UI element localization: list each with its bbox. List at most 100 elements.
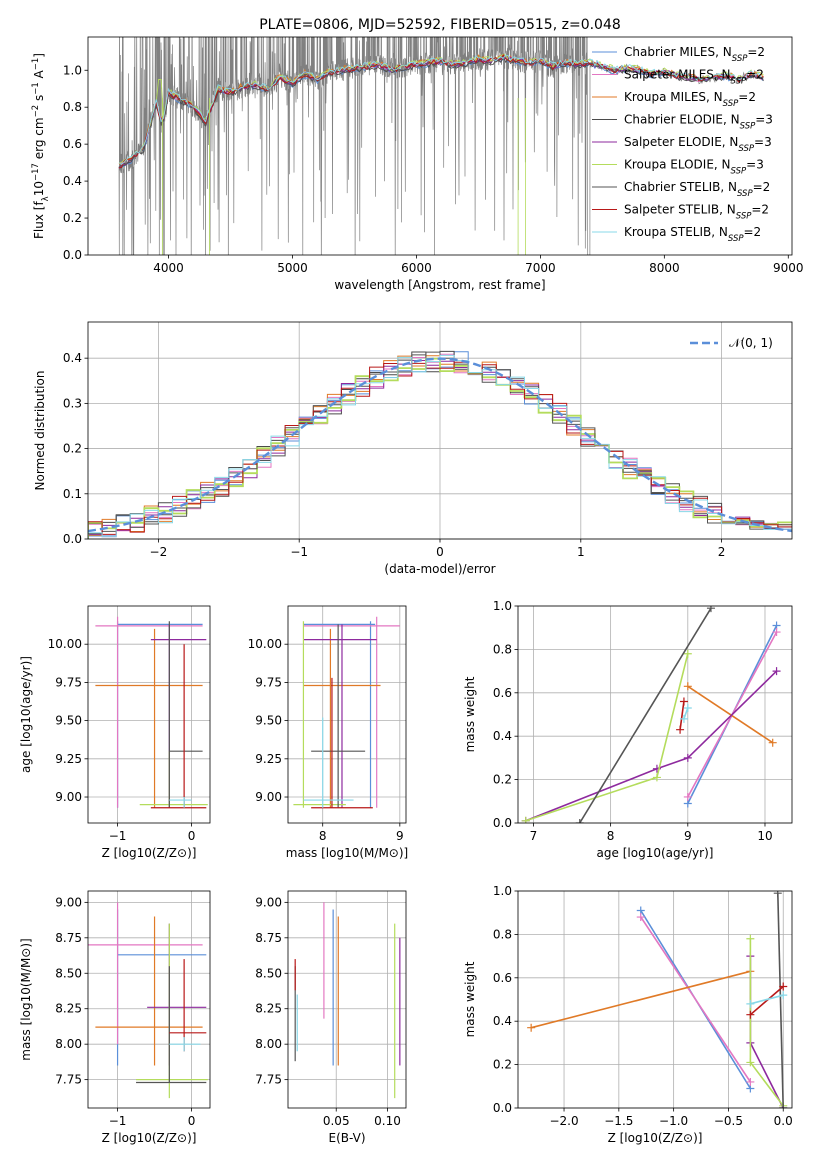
weight-line xyxy=(683,707,689,720)
x-tick-label: 0.0 xyxy=(774,1114,793,1128)
y-axis-label: mass [log10(M/M⊙)] xyxy=(19,938,33,1060)
axes-border xyxy=(87,36,793,256)
x-axis-label: Z [log10(Z/Z⊙)] xyxy=(608,1131,703,1145)
weight-line xyxy=(640,916,752,1083)
y-tick-label: 0.4 xyxy=(63,174,82,188)
y-tick-label: 10.00 xyxy=(248,637,282,651)
weight-line xyxy=(750,994,784,1005)
plot-area xyxy=(521,606,781,823)
weight-line xyxy=(777,893,784,1108)
errorbar-point xyxy=(168,621,203,808)
errorbar-point xyxy=(311,677,373,809)
plus-marker xyxy=(746,1077,755,1086)
x-tick-label: −1 xyxy=(109,829,127,843)
y-tick-label: 0.0 xyxy=(493,816,512,830)
x-tick-label: −1.5 xyxy=(604,1114,633,1128)
legend: Chabrier MILES, NSSP=2 Salpeter MILES, NS… xyxy=(592,45,773,244)
axes-frame: −1 0 9.00 9.25 9.50 9.75 10.00 Z [log10(Z/Z⊙)] a… xyxy=(19,605,211,860)
x-tick-label: 8 xyxy=(319,829,327,843)
plot-area xyxy=(294,902,401,1099)
plus-marker xyxy=(746,1058,755,1067)
gaussian-curve xyxy=(88,357,792,533)
legend-entry: Salpeter STELIB, NSSP=2 xyxy=(624,203,769,222)
y-tick-label: 1.0 xyxy=(493,884,512,898)
y-tick-label: 0.2 xyxy=(493,1058,512,1072)
x-tick-label: 8 xyxy=(607,829,615,843)
plot-area xyxy=(88,350,792,539)
y-tick-label: 1.0 xyxy=(63,63,82,77)
weight-line xyxy=(531,970,751,1029)
legend-entry: Chabrier ELODIE, NSSP=3 xyxy=(624,113,773,132)
axes-frame: 8 9 9.00 9.25 9.50 9.75 10.00 mass [log10(M/M⊙)… xyxy=(248,605,408,860)
x-tick-label: 0 xyxy=(188,1114,196,1128)
x-tick-label: 6000 xyxy=(401,261,432,275)
legend-entry: 𝒩(0, 1) xyxy=(729,336,773,350)
plus-marker xyxy=(575,819,584,823)
y-axis-label: mass weight xyxy=(463,676,477,752)
observed-spectrum xyxy=(118,37,764,255)
axes-frame: 7 8 9 10 0.0 0.2 0.4 0.6 0.8 1.0 age [log10(age/yr… xyxy=(463,599,793,860)
plus-marker xyxy=(521,816,530,823)
weight-line xyxy=(525,653,689,822)
plus-marker xyxy=(683,682,692,691)
errorbar-point xyxy=(303,717,354,808)
plus-marker xyxy=(683,753,692,762)
errorbar-point xyxy=(136,966,207,1084)
weight-line xyxy=(525,670,778,822)
axes-border xyxy=(287,890,407,1109)
plus-marker xyxy=(652,773,661,782)
errorbar-point xyxy=(116,909,207,1066)
y-tick-label: 8.00 xyxy=(55,1037,82,1051)
plot-area xyxy=(118,37,764,255)
errorbar-point xyxy=(150,624,207,808)
errorbar-point xyxy=(169,959,207,1052)
errorbar-point xyxy=(311,624,366,808)
panel-residuals: −2 −1 0 1 2 0.0 0.1 0.2 0.3 0.4 (data-model)/error… xyxy=(33,321,793,576)
y-tick-label: 9.00 xyxy=(255,790,282,804)
x-axis-label: E(B-V) xyxy=(328,1131,365,1145)
x-tick-label: 4000 xyxy=(153,261,184,275)
errorbar-point xyxy=(293,621,346,808)
plus-marker xyxy=(706,606,715,613)
plot-area xyxy=(88,902,208,1099)
x-tick-label: 2 xyxy=(718,545,726,559)
y-tick-label: 8.25 xyxy=(255,1002,282,1016)
y-tick-label: 9.00 xyxy=(255,895,282,909)
x-tick-label: 5000 xyxy=(277,261,308,275)
x-tick-label: 9 xyxy=(684,829,692,843)
legend-entry: Chabrier MILES, NSSP=2 xyxy=(624,45,765,64)
y-tick-label: 0.4 xyxy=(493,729,512,743)
y-tick-label: 0.8 xyxy=(493,642,512,656)
errorbar-point xyxy=(116,621,203,808)
errorbar-point xyxy=(303,624,377,808)
y-tick-label: 9.50 xyxy=(55,714,82,728)
y-tick-label: 0.2 xyxy=(63,211,82,225)
x-tick-label: −1 xyxy=(290,545,308,559)
legend-entry: Salpeter ELODIE, NSSP=3 xyxy=(624,135,772,154)
plot-area xyxy=(293,616,400,809)
x-tick-label: 1 xyxy=(577,545,585,559)
y-axis-label: Normed distribution xyxy=(33,371,47,491)
plus-marker xyxy=(779,1104,788,1108)
weight-line xyxy=(679,701,685,730)
axes-frame: 0.05 0.10 7.75 8.00 8.25 8.50 8.75 9.00 E(B-V) xyxy=(255,890,407,1145)
y-tick-label: 8.50 xyxy=(55,966,82,980)
plus-marker xyxy=(746,999,755,1008)
x-axis-label: wavelength [Angstrom, rest frame] xyxy=(334,278,545,292)
x-tick-label: 0 xyxy=(436,545,444,559)
plus-marker xyxy=(676,725,685,734)
y-tick-label: 7.75 xyxy=(255,1073,282,1087)
x-tick-label: −1.0 xyxy=(659,1114,688,1128)
chart-title: PLATE=0806, MJD=52592, FIBERID=0515, z=0… xyxy=(259,17,621,33)
x-tick-label: 9 xyxy=(396,829,404,843)
y-axis-label: mass weight xyxy=(463,961,477,1037)
y-axis-label: age [log10(age/yr)] xyxy=(19,656,33,773)
plus-marker xyxy=(768,738,777,747)
x-tick-label: 7000 xyxy=(525,261,556,275)
x-tick-label: 10 xyxy=(757,829,772,843)
axes-frame: 4000 5000 6000 7000 8000 9000 0.0 0.2 0.4 0.6 0.8 1… xyxy=(31,17,804,292)
axes-border xyxy=(87,605,211,824)
y-tick-label: 0.6 xyxy=(493,686,512,700)
plus-marker xyxy=(773,891,782,898)
weight-line xyxy=(579,607,712,823)
